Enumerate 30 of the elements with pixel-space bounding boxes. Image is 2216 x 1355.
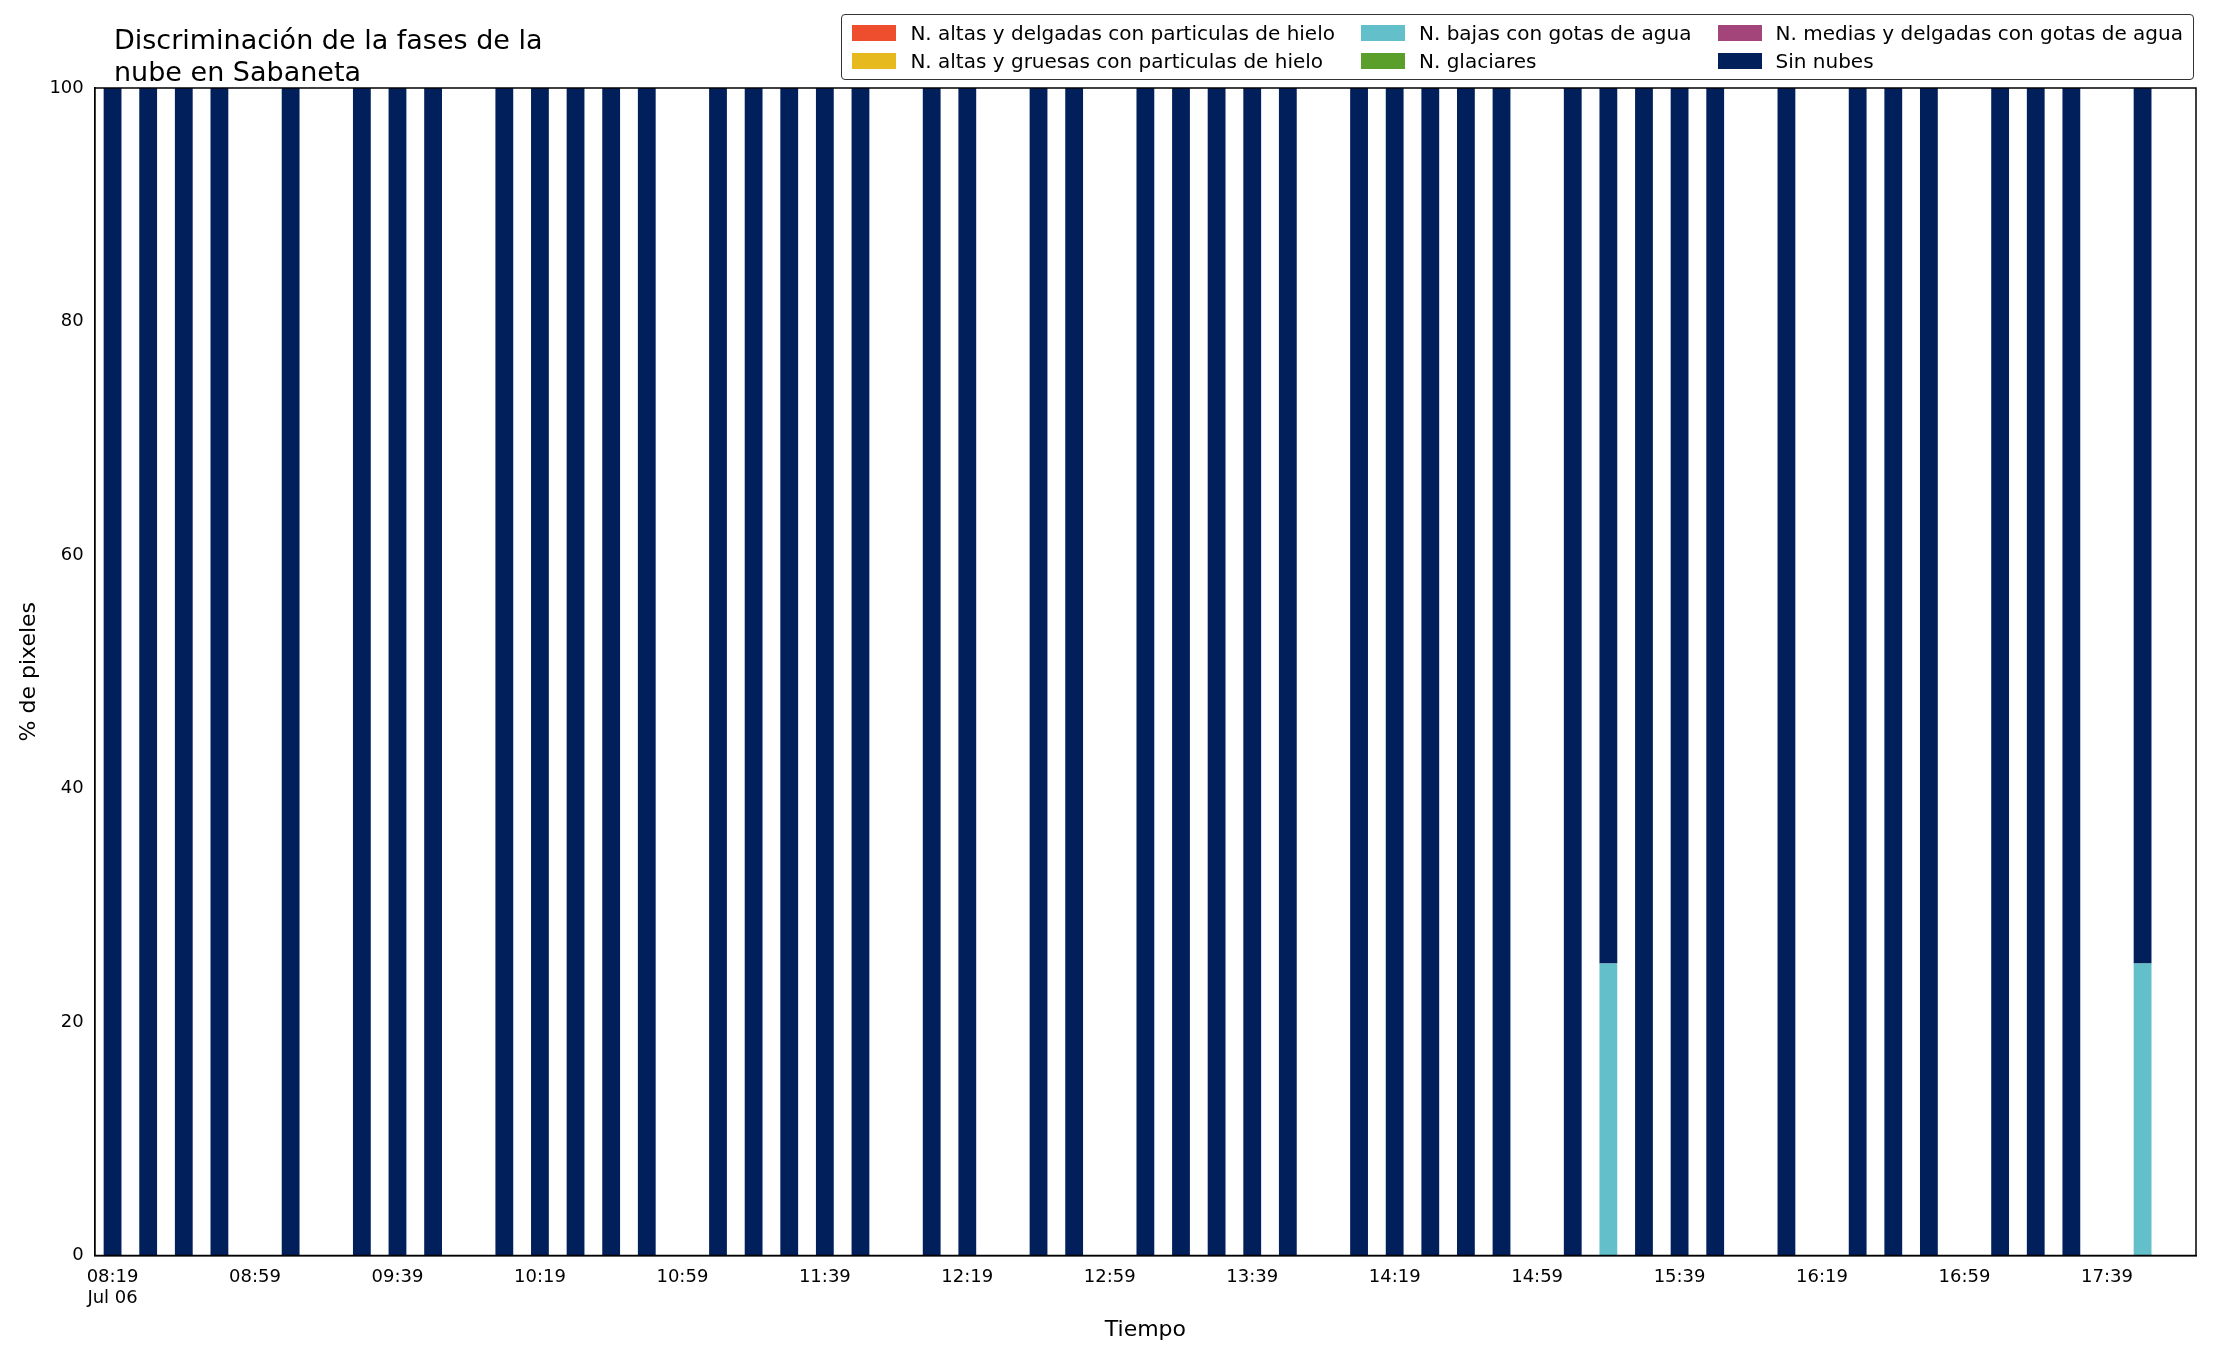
legend-label: N. altas y gruesas con particulas de hielo: [910, 49, 1324, 73]
y-tick-label: 20: [60, 1009, 84, 1031]
y-tick-label: 100: [49, 75, 84, 97]
x-tick-label: 16:19: [1796, 1264, 1848, 1286]
x-tick-label: 08:59: [229, 1264, 281, 1286]
y-axis-title: % de pixeles: [14, 601, 40, 742]
x-tick-label: 16:59: [1938, 1264, 1991, 1286]
x-tick-label: 11:39: [798, 1264, 851, 1286]
y-tick-label: 0: [72, 1243, 84, 1265]
x-tick-label: 12:59: [1083, 1264, 1136, 1286]
x-tick-label: 09:39: [371, 1264, 424, 1286]
y-tick-label: 60: [60, 542, 84, 564]
x-tick-label: 10:59: [656, 1264, 709, 1286]
legend-label: N. glaciares: [1418, 49, 1537, 73]
x-tick-label: 10:19: [514, 1264, 566, 1286]
x-tick-label: 17:39: [2081, 1264, 2133, 1286]
x-tick-label: 13:39: [1226, 1264, 1279, 1286]
legend-label: Sin nubes: [1775, 49, 1874, 73]
legend-label: N. medias y delgadas con gotas de agua: [1775, 21, 2183, 45]
x-tick-label: 14:59: [1511, 1264, 1564, 1286]
x-tick-label: 08:19 Jul 06: [86, 1264, 139, 1308]
x-tick-label: 12:19: [941, 1264, 994, 1286]
legend-label: N. bajas con gotas de agua: [1418, 21, 1692, 45]
y-tick-label: 40: [60, 776, 84, 798]
y-tick-label: 80: [60, 309, 84, 331]
legend-label: N. altas y delgadas con particulas de hielo: [910, 21, 1335, 45]
x-tick-label: 15:39: [1653, 1264, 1706, 1286]
x-tick-label: 14:19: [1368, 1264, 1421, 1286]
x-axis-title: Tiempo: [1103, 1315, 1187, 1341]
chart-title: Discriminación de la fases de la nube en Sabaneta: [114, 24, 543, 88]
